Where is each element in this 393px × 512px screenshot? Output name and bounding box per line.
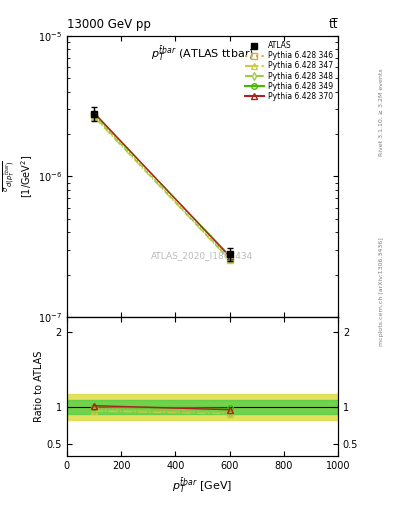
Text: tt̅: tt̅ <box>329 18 338 31</box>
X-axis label: $p^{\bar{t}bar}_{T}$ [GeV]: $p^{\bar{t}bar}_{T}$ [GeV] <box>172 476 233 495</box>
Text: ATLAS_2020_I1801434: ATLAS_2020_I1801434 <box>151 251 253 260</box>
Text: $p_T^{\bar{t}bar}$ (ATLAS ttbar): $p_T^{\bar{t}bar}$ (ATLAS ttbar) <box>151 44 254 63</box>
Bar <box>67 399 338 415</box>
Text: Rivet 3.1.10, ≥ 3.2M events: Rivet 3.1.10, ≥ 3.2M events <box>379 69 384 157</box>
Text: 13000 GeV pp: 13000 GeV pp <box>67 18 151 31</box>
Text: mcplots.cern.ch [arXiv:1306.3436]: mcplots.cern.ch [arXiv:1306.3436] <box>379 238 384 346</box>
Y-axis label: $\frac{1}{\sigma}\frac{d\sigma}{d(p^{\bar{t}bar}_T)}$
[1/GeV$^2$]: $\frac{1}{\sigma}\frac{d\sigma}{d(p^{\ba… <box>0 155 35 198</box>
Bar <box>67 394 338 420</box>
Legend: ATLAS, Pythia 6.428 346, Pythia 6.428 347, Pythia 6.428 348, Pythia 6.428 349, P: ATLAS, Pythia 6.428 346, Pythia 6.428 34… <box>243 39 334 102</box>
Y-axis label: Ratio to ATLAS: Ratio to ATLAS <box>34 351 44 422</box>
